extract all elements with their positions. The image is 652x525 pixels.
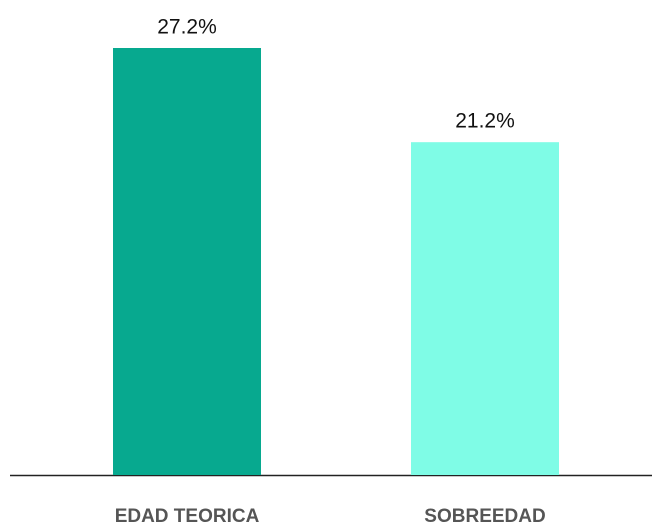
value-label: 27.2%: [157, 16, 217, 39]
x-tick-label: EDAD TEORICA: [115, 506, 260, 525]
bar: [411, 142, 559, 476]
value-label: 21.2%: [455, 110, 515, 133]
bar: [113, 48, 261, 475]
x-tick-label: SOBREEDAD: [424, 506, 545, 525]
